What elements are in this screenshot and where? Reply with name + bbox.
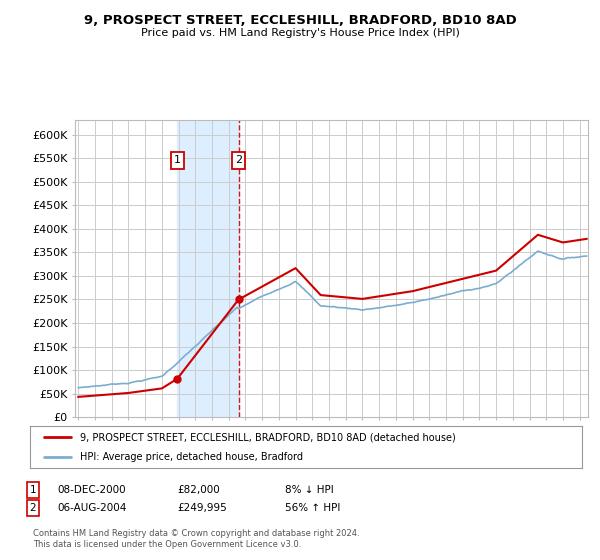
Text: 2: 2	[29, 503, 37, 513]
Text: 9, PROSPECT STREET, ECCLESHILL, BRADFORD, BD10 8AD (detached house): 9, PROSPECT STREET, ECCLESHILL, BRADFORD…	[80, 432, 455, 442]
Text: 8% ↓ HPI: 8% ↓ HPI	[285, 485, 334, 495]
Bar	[178, 120, 239, 417]
Text: HPI: Average price, detached house, Bradford: HPI: Average price, detached house, Brad…	[80, 452, 302, 462]
Text: 08-DEC-2000: 08-DEC-2000	[57, 485, 125, 495]
Text: 56% ↑ HPI: 56% ↑ HPI	[285, 503, 340, 513]
Text: 06-AUG-2004: 06-AUG-2004	[57, 503, 127, 513]
Text: Price paid vs. HM Land Registry's House Price Index (HPI): Price paid vs. HM Land Registry's House …	[140, 28, 460, 38]
Text: 2: 2	[235, 156, 242, 165]
Text: £82,000: £82,000	[177, 485, 220, 495]
Text: Contains HM Land Registry data © Crown copyright and database right 2024.
This d: Contains HM Land Registry data © Crown c…	[33, 529, 359, 549]
Text: 1: 1	[29, 485, 37, 495]
Text: 1: 1	[174, 156, 181, 165]
Text: 9, PROSPECT STREET, ECCLESHILL, BRADFORD, BD10 8AD: 9, PROSPECT STREET, ECCLESHILL, BRADFORD…	[83, 14, 517, 27]
Text: £249,995: £249,995	[177, 503, 227, 513]
